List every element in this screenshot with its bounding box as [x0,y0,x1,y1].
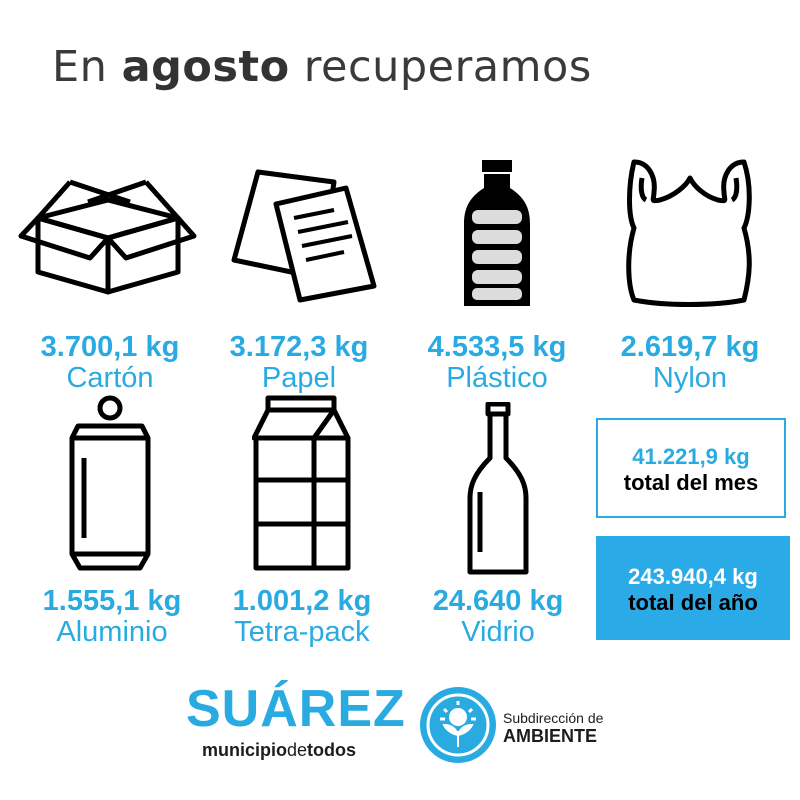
environment-logo-icon [420,687,496,763]
municipality-logo: SUÁREZ [186,680,406,738]
amount-glass: 24.640 kg [432,585,564,617]
yearly-total-amount: 243.940,4 kg [628,564,758,589]
monthly-total-amount: 41.221,9 kg [632,444,750,469]
material-paper: 3.172,3 kg Papel [199,332,399,394]
yearly-total-box: 243.940,4 kg total del año [596,536,790,640]
material-tetrapack: 1.001,2 kg Tetra-pack [202,586,402,648]
tagline-municipio: municipio [202,740,287,760]
plastic-bag-icon [626,159,752,307]
aluminum-can-icon [69,395,151,571]
label-tetrapack: Tetra-pack [234,616,370,648]
tagline-todos: todos [307,740,357,760]
title-suffix: recuperamos [289,42,592,92]
label-nylon: Nylon [652,362,728,394]
label-glass: Vidrio [461,616,535,648]
monthly-total-box: 41.221,9 kg total del mes [596,418,786,518]
page-title: En agosto recuperamos [52,42,592,92]
amount-plastic: 4.533,5 kg [427,331,567,363]
material-nylon: 2.619,7 kg Nylon [590,332,790,394]
label-plastic: Plástico [446,362,548,394]
label-paper: Papel [261,362,337,394]
monthly-total-label: total del mes [623,470,759,495]
title-month: agosto [121,42,290,92]
amount-carton: 3.700,1 kg [40,331,180,363]
agency-prefix: Subdirección de [503,710,604,726]
amount-aluminum: 1.555,1 kg [42,585,182,617]
label-carton: Cartón [66,362,154,394]
amount-tetrapack: 1.001,2 kg [232,585,372,617]
amount-nylon: 2.619,7 kg [620,331,760,363]
material-aluminum: 1.555,1 kg Aluminio [12,586,212,648]
amount-paper: 3.172,3 kg [229,331,369,363]
tagline-de: de [287,740,308,760]
material-glass: 24.640 kg Vidrio [398,586,598,648]
milk-carton-icon [252,395,351,571]
municipality-tagline: municipiodetodos [202,740,356,761]
glass-bottle-icon [467,402,529,575]
label-aluminum: Aluminio [56,616,168,648]
paper-sheets-icon [231,169,377,303]
material-carton: 3.700,1 kg Cartón [10,332,210,394]
material-plastic: 4.533,5 kg Plástico [397,332,597,394]
box-icon [18,179,197,295]
yearly-total-label: total del año [628,590,758,615]
title-prefix: En [52,42,122,92]
plastic-bottle-icon [464,160,530,306]
agency-name: AMBIENTE [503,726,597,746]
